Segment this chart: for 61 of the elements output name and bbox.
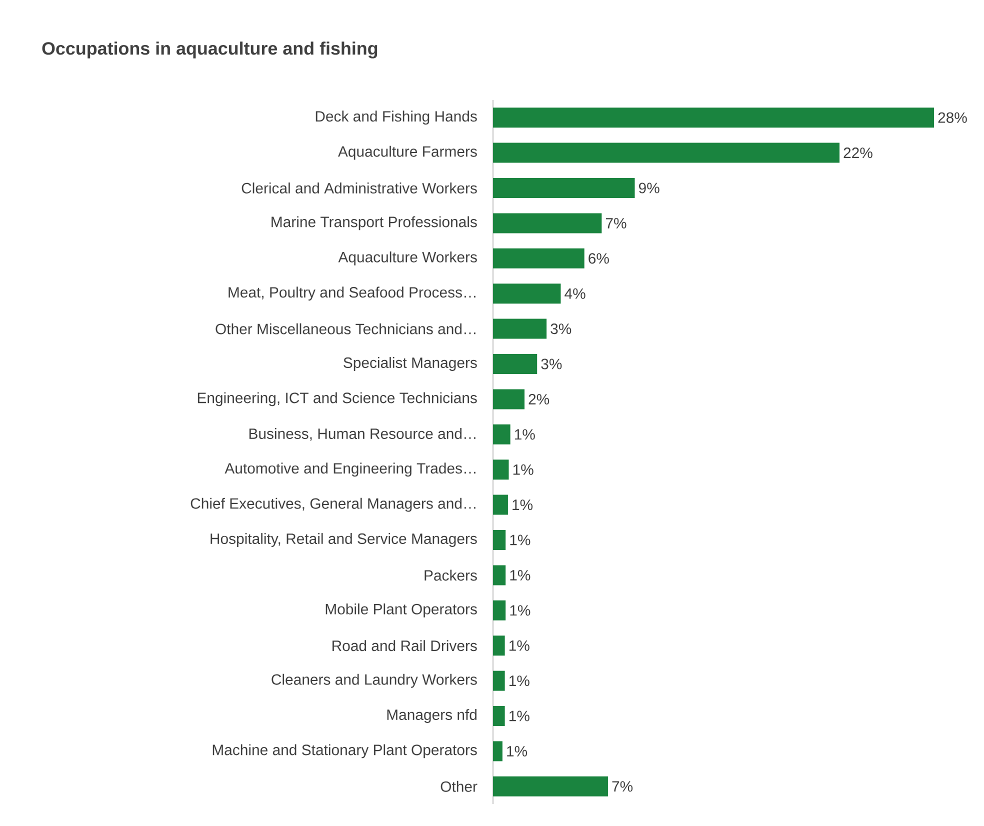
y-tick-label: Mobile Plant Operators [326, 603, 477, 618]
data-label: 4% [564, 288, 586, 299]
y-tick-label: Aquaculture Workers [338, 251, 477, 266]
data-label: 1% [514, 429, 535, 440]
bar [493, 354, 538, 374]
y-tick-label: Clerical and Administrative Workers [242, 182, 477, 194]
bar [493, 636, 505, 656]
y-tick-label: Managers nfd [387, 709, 476, 723]
y-tick-label: Other Miscellaneous Technicians and… [216, 323, 476, 334]
bar [493, 389, 525, 410]
data-label: 1% [510, 534, 530, 546]
data-label: 7% [612, 781, 633, 792]
bar [493, 776, 608, 796]
y-tick-label: Packers [424, 570, 477, 581]
data-label: 7% [606, 218, 626, 228]
y-tick-label: Road and Rail Drivers [332, 640, 477, 652]
data-label: 9% [638, 182, 660, 194]
data-label: 1% [509, 676, 530, 686]
bar [493, 284, 561, 304]
bar [493, 213, 602, 234]
data-label: 28% [938, 112, 967, 123]
y-tick-label: Specialist Managers [344, 357, 477, 371]
bar [493, 178, 635, 198]
bar [493, 530, 506, 550]
y-tick-label: Meat, Poultry and Seafood Process… [228, 286, 476, 301]
bar [493, 600, 506, 620]
y-tick-label: Aquaculture Farmers [338, 146, 477, 160]
y-tick-label: Marine Transport Professionals [272, 216, 477, 230]
data-label: 22% [844, 148, 872, 158]
data-label: 1% [510, 570, 530, 580]
bar [493, 248, 584, 268]
data-label: 3% [541, 358, 562, 370]
data-label: 1% [507, 746, 528, 756]
bar [493, 706, 505, 726]
data-label: 1% [512, 500, 533, 510]
y-tick-label: Cleaners and Laundry Workers [272, 674, 477, 688]
bar [493, 424, 510, 444]
bar [493, 460, 509, 480]
bar [493, 108, 934, 128]
y-tick-label: Deck and Fishing Hands [316, 110, 477, 125]
y-tick-label: Engineering, ICT and Science Technicians [198, 392, 477, 406]
data-label: 1% [510, 605, 530, 616]
bar [493, 494, 508, 515]
data-label: 1% [509, 640, 530, 651]
data-label: 6% [588, 253, 609, 264]
data-label: 3% [550, 324, 572, 334]
y-tick-label: Other [440, 780, 478, 792]
bar [493, 318, 547, 339]
bar [493, 741, 502, 762]
y-tick-label: Hospitality, Retail and Service Managers [210, 533, 477, 547]
data-label: 1% [513, 464, 534, 475]
bar [493, 142, 840, 163]
bar [493, 565, 506, 586]
y-tick-label: Machine and Stationary Plant Operators [212, 744, 477, 758]
y-tick-label: Automotive and Engineering Trades… [224, 462, 476, 477]
data-label: 2% [528, 394, 550, 404]
text: Occupations in aquaculture and fishing [42, 42, 378, 58]
bar [493, 670, 505, 691]
y-tick-label: Chief Executives, General Managers and… [190, 498, 476, 512]
y-tick-label: Business, Human Resource and… [249, 428, 476, 441]
data-label: 1% [509, 710, 530, 722]
